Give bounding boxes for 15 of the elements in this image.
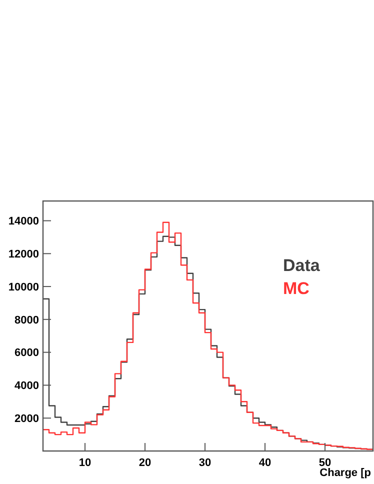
x-tick-label: 40 [258,457,272,469]
y-tick-label: 8000 [14,314,39,326]
y-tick-label: 4000 [14,380,39,392]
text: Data [283,256,320,275]
x-tick-label: 20 [138,457,152,469]
x-tick-label: 50 [318,457,332,469]
x-tick-label: 10 [78,457,92,469]
y-tick-label: 14000 [8,216,39,228]
y-tick-label: 12000 [8,248,39,260]
y-tick-label: 6000 [14,347,39,360]
y-tick-label: 10000 [8,281,39,294]
x-tick-label: 30 [198,457,212,469]
x-axis-title: Charge [p [320,467,372,479]
y-tick-label: 2000 [14,412,39,425]
text: MC [283,279,310,298]
